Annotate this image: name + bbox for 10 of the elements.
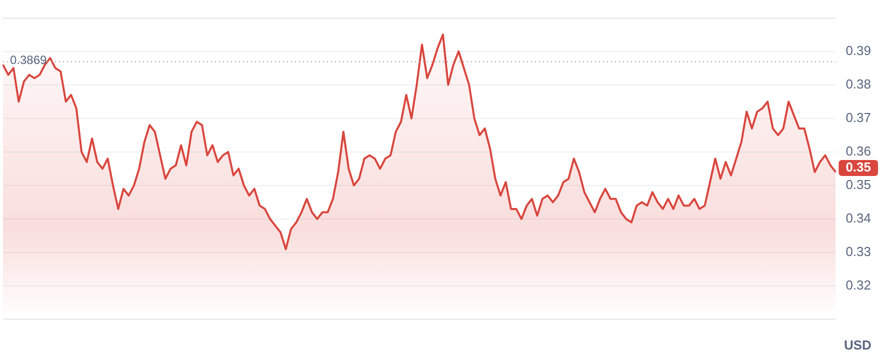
- y-tick-label: 0.36: [846, 144, 872, 159]
- y-tick-label: 0.38: [846, 76, 872, 92]
- y-tick-label: 0.34: [846, 210, 872, 226]
- y-tick-label: 0.35: [846, 177, 872, 192]
- text: USD: [844, 338, 872, 353]
- y-tick-label: 0.39: [846, 42, 872, 58]
- ref-line-label: 0.3869: [10, 53, 48, 68]
- y-tick-label: 0.33: [846, 244, 872, 260]
- y-tick-label: 0.37: [846, 110, 872, 125]
- y-tick-label: 0.32: [846, 278, 872, 293]
